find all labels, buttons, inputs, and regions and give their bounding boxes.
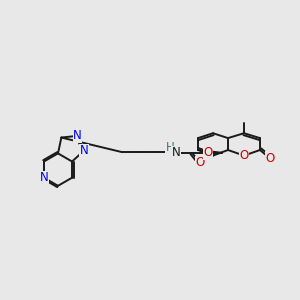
Text: H: H bbox=[166, 141, 174, 154]
Text: O: O bbox=[239, 149, 249, 162]
Text: N: N bbox=[73, 129, 82, 142]
Text: O: O bbox=[266, 152, 274, 165]
Text: N: N bbox=[40, 171, 48, 184]
Text: O: O bbox=[195, 156, 205, 169]
Text: N: N bbox=[80, 144, 88, 157]
Text: O: O bbox=[203, 146, 213, 159]
Text: N: N bbox=[172, 146, 180, 159]
